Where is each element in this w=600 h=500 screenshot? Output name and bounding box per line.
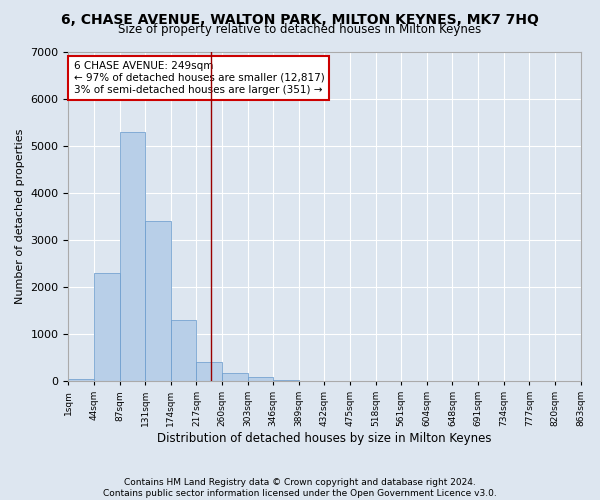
X-axis label: Distribution of detached houses by size in Milton Keynes: Distribution of detached houses by size … bbox=[157, 432, 492, 445]
Text: 6, CHASE AVENUE, WALTON PARK, MILTON KEYNES, MK7 7HQ: 6, CHASE AVENUE, WALTON PARK, MILTON KEY… bbox=[61, 12, 539, 26]
Text: Size of property relative to detached houses in Milton Keynes: Size of property relative to detached ho… bbox=[118, 22, 482, 36]
Bar bbox=[68, 378, 94, 381]
Bar bbox=[145, 221, 171, 381]
Bar bbox=[94, 273, 119, 381]
Bar bbox=[119, 132, 145, 381]
Text: Contains HM Land Registry data © Crown copyright and database right 2024.
Contai: Contains HM Land Registry data © Crown c… bbox=[103, 478, 497, 498]
Bar bbox=[248, 378, 273, 381]
Y-axis label: Number of detached properties: Number of detached properties bbox=[15, 128, 25, 304]
Bar bbox=[171, 320, 196, 381]
Bar bbox=[222, 373, 248, 381]
Bar bbox=[273, 380, 299, 381]
Bar bbox=[196, 362, 222, 381]
Text: 6 CHASE AVENUE: 249sqm
← 97% of detached houses are smaller (12,817)
3% of semi-: 6 CHASE AVENUE: 249sqm ← 97% of detached… bbox=[74, 62, 324, 94]
